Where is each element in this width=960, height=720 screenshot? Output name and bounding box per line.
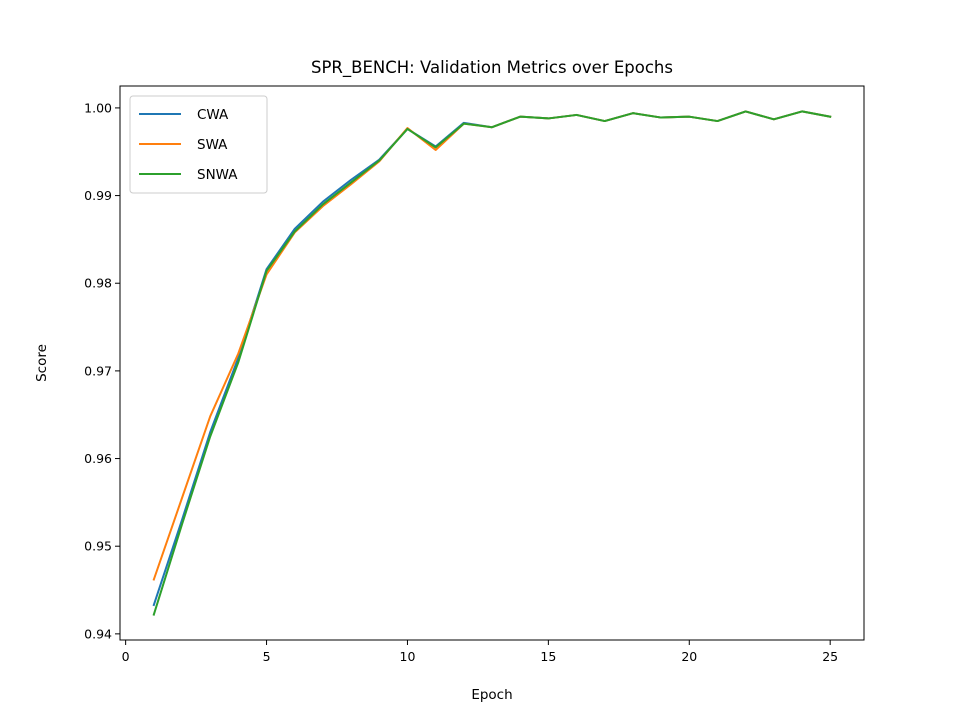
- series-line-snwa: [152, 110, 832, 616]
- x-tick-label: 0: [122, 649, 130, 664]
- y-axis: 0.94 0.95 0.96 0.97 0.98 0.99 1.00: [84, 100, 120, 641]
- y-tick-label: 0.98: [84, 276, 112, 291]
- y-axis-label: Score: [34, 344, 50, 382]
- x-tick-label: 5: [263, 649, 271, 664]
- y-tick-label: 0.96: [84, 451, 112, 466]
- plot-frame: [119, 85, 865, 641]
- x-tick-label: 25: [822, 649, 838, 664]
- legend-box: [129, 95, 268, 194]
- x-axis: 0 5 10 15 20 25: [122, 640, 838, 664]
- y-tick-label: 0.95: [84, 539, 112, 554]
- x-axis-label: Epoch: [471, 687, 512, 703]
- legend: CWA SWA SNWA: [129, 95, 268, 194]
- y-tick-label: 0.99: [84, 188, 112, 203]
- x-tick-label: 20: [681, 649, 697, 664]
- series-layer: [152, 110, 832, 616]
- x-tick-label: 10: [400, 649, 416, 664]
- x-tick-label: 15: [540, 649, 556, 664]
- legend-label-swa: SWA: [197, 137, 228, 153]
- y-tick-label: 1.00: [84, 100, 112, 115]
- legend-label-snwa: SNWA: [197, 167, 238, 183]
- y-tick-label: 0.97: [84, 363, 112, 378]
- y-tick-label: 0.94: [84, 626, 112, 641]
- legend-label-cwa: CWA: [197, 107, 229, 123]
- chart-title: SPR_BENCH: Validation Metrics over Epoch…: [311, 58, 673, 78]
